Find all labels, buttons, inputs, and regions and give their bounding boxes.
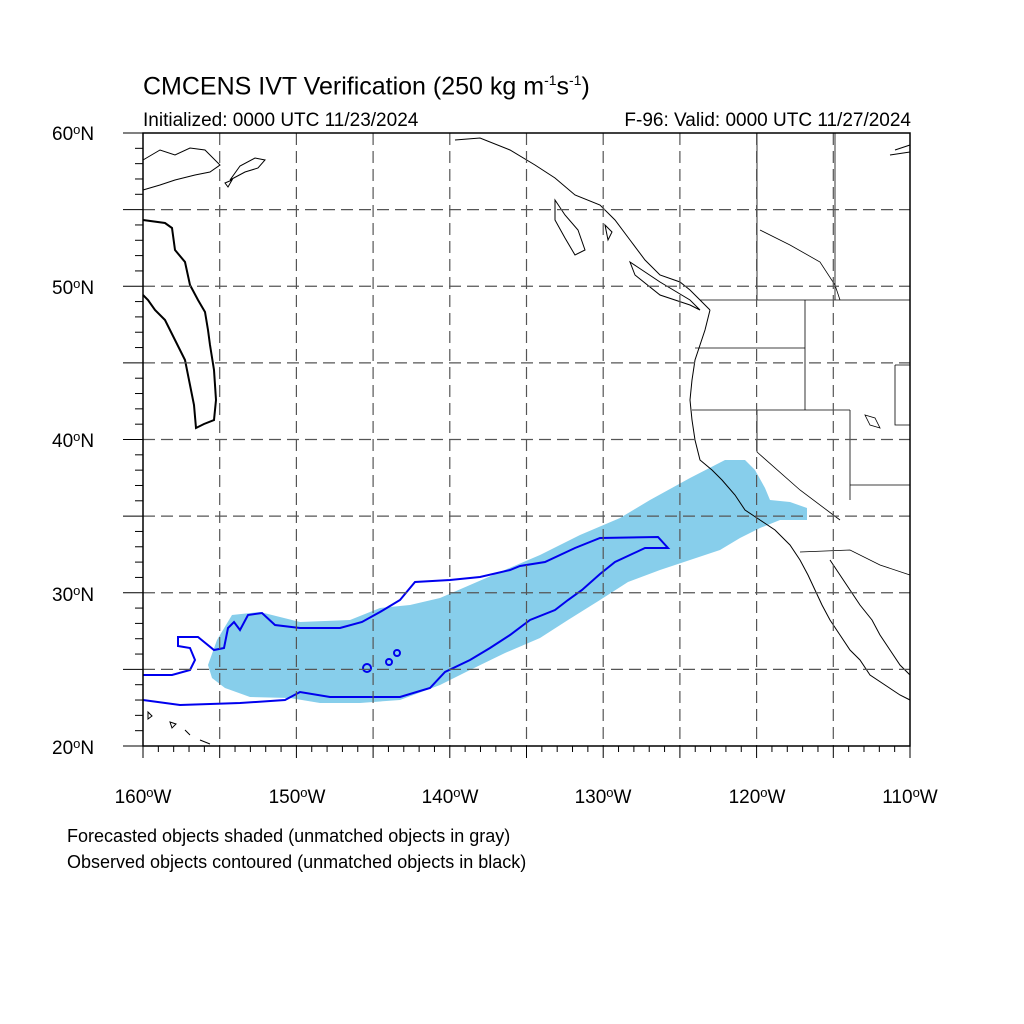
lat-label-20: 20oN [52, 736, 95, 759]
chart-title: CMCENS IVT Verification (250 kg m-1s-1) [143, 72, 590, 101]
alaska-coast [142, 147, 221, 191]
graticule [143, 133, 910, 746]
lon-label-110w: 110oW [882, 785, 938, 808]
ut-border [850, 364, 910, 486]
observed-object-small-loop-3 [393, 649, 401, 657]
lat-label-40: 40oN [52, 429, 95, 452]
us-mexico-border [799, 549, 911, 576]
baja-gulf-coast [829, 559, 911, 676]
lat-label-30: 30oN [52, 583, 95, 606]
valid-time-label: F-96: Valid: 0000 UTC 11/27/2024 [624, 110, 911, 131]
caption-observed: Observed objects contoured (unmatched ob… [67, 852, 527, 872]
initialized-label: Initialized: 0000 UTC 11/23/2024 [143, 110, 419, 131]
observed-unmatched-object [142, 219, 218, 430]
observed-object-contour [142, 535, 671, 707]
forecast-object [208, 460, 807, 703]
bc-coast-north [889, 144, 911, 156]
caption-forecast: Forecasted objects shaded (unmatched obj… [67, 826, 511, 846]
lon-label-150w: 150oW [268, 785, 326, 808]
hawaii-islands [147, 710, 211, 745]
political-boundaries [692, 133, 911, 576]
lon-label-130w: 130oW [574, 785, 632, 808]
observed-object-small-loop-1 [362, 663, 372, 673]
forecast-object-shading [208, 460, 807, 703]
observed-unmatched-contour [142, 219, 218, 430]
lon-label-120w: 120oW [728, 785, 786, 808]
bc-interior [759, 229, 841, 301]
lat-label-50: 50oN [52, 276, 95, 299]
lon-label-160w: 160oW [114, 785, 172, 808]
axis-ticks [123, 132, 911, 758]
lon-label-140w: 140oW [421, 785, 479, 808]
coastlines [142, 137, 911, 745]
alaska-panhandle-coast [454, 137, 711, 311]
lake-tahoe [864, 414, 881, 429]
us-west-coast [689, 309, 911, 701]
observed-object [142, 535, 671, 707]
observed-object-small-loop-2 [385, 658, 393, 666]
bc-islands [554, 198, 701, 311]
alaska-coast-islands [224, 157, 266, 188]
lat-label-60: 60oN [52, 122, 95, 145]
